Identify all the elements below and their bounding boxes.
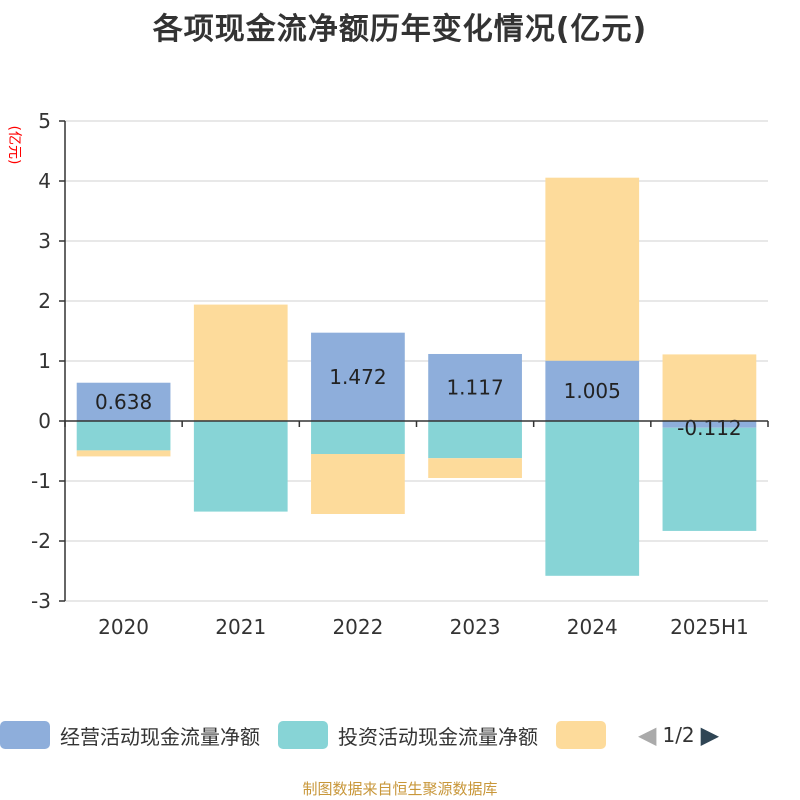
bar-series1-2020 (76, 421, 171, 451)
bar-series0-2024 (545, 360, 640, 421)
bar-series0-2020 (76, 382, 171, 421)
legend-label-operating: 经营活动现金流量净额 (60, 724, 260, 749)
bar-series2-2021 (193, 304, 288, 421)
y-tick-label: 1 (38, 349, 51, 373)
bar-series0-2023 (428, 353, 522, 421)
bar-series2-2020 (76, 450, 171, 457)
data-label-2022: 1.472 (329, 365, 386, 389)
y-tick-label: 5 (38, 109, 51, 133)
legend-item-financing[interactable] (556, 721, 616, 749)
bar-series2-2025H1 (662, 354, 757, 421)
source-note: 制图数据来自恒生聚源数据库 (302, 780, 498, 798)
chart-legend: 经营活动现金流量净额 投资活动现金流量净额 ◀ 1/2 ▶ (0, 712, 800, 758)
legend-pager: ◀ 1/2 ▶ (638, 723, 719, 747)
legend-swatch-operating (0, 721, 50, 749)
legend-item-investing[interactable]: 投资活动现金流量净额 (278, 721, 538, 750)
bar-series1-2023 (428, 421, 522, 459)
data-label-2024: 1.005 (564, 379, 621, 403)
x-tick-label-2021: 2021 (215, 615, 266, 639)
x-tick-label-2022: 2022 (332, 615, 383, 639)
y-tick-label: 4 (38, 169, 51, 193)
y-tick-label: 0 (38, 409, 51, 433)
bar-series2-2022 (311, 454, 405, 514)
x-tick-label-2020: 2020 (98, 615, 149, 639)
bar-series1-2021 (193, 421, 288, 512)
x-tick-label-2025H1: 2025H1 (670, 615, 749, 639)
bar-series1-2024 (545, 421, 640, 576)
legend-item-operating[interactable]: 经营活动现金流量净额 (0, 721, 260, 750)
y-tick-label: -3 (31, 589, 51, 613)
y-tick-label: 3 (38, 229, 51, 253)
pager-next-icon[interactable]: ▶ (700, 721, 720, 749)
pager-text: 1/2 (662, 723, 695, 747)
y-tick-label: -2 (31, 529, 51, 553)
bar-series2-2023 (428, 458, 522, 478)
data-label-2020: 0.638 (95, 390, 152, 414)
y-tick-label: 2 (38, 289, 51, 313)
chart-title: 各项现金流净额历年变化情况(亿元) (152, 12, 648, 47)
bar-series1-2022 (311, 421, 405, 454)
y-tick-label: -1 (31, 469, 51, 493)
bar-series0-2022 (311, 332, 405, 421)
bar-series0-2025H1 (662, 421, 757, 428)
bar-series2-2024 (545, 177, 640, 361)
chart-plot: (亿元) 5 4 3 2 1 0 -1 -2 -3 0.638 1.472 1.117 1.005 -0.1… (6, 109, 769, 639)
legend-swatch-investing (278, 721, 328, 749)
legend-swatch-financing (556, 721, 606, 749)
y-axis-unit: (亿元) (6, 126, 22, 165)
data-label-2023: 1.117 (446, 375, 503, 399)
x-tick-label-2024: 2024 (567, 615, 618, 639)
bar-series1-2025H1 (662, 427, 757, 531)
data-label-2025H1: -0.112 (677, 416, 741, 440)
legend-label-investing: 投资活动现金流量净额 (338, 724, 538, 749)
x-tick-label-2023: 2023 (450, 615, 501, 639)
pager-prev-icon[interactable]: ◀ (638, 721, 657, 749)
